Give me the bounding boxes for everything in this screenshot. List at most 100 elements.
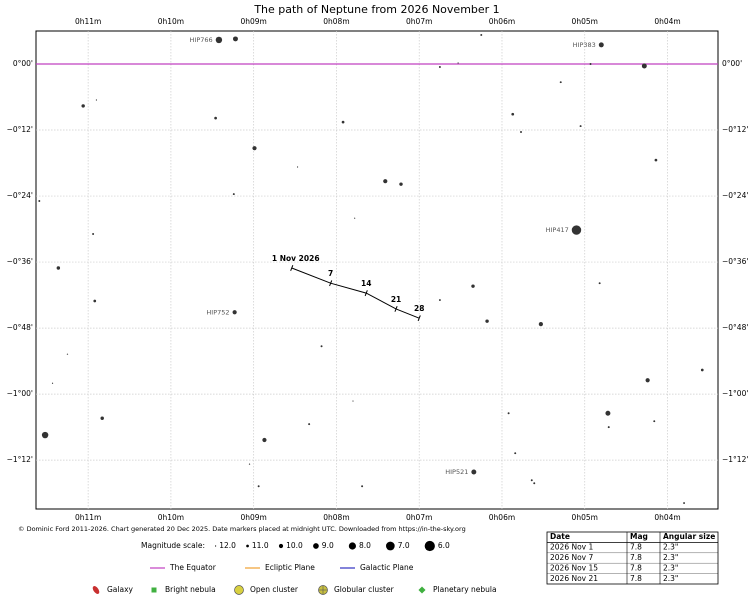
star	[262, 437, 267, 443]
magnitude-label: 11.0	[252, 541, 269, 550]
star	[571, 225, 582, 235]
star	[232, 36, 238, 42]
date-label: 14	[361, 279, 371, 288]
star-label: HIP521	[445, 468, 468, 476]
star	[645, 378, 650, 383]
star	[457, 62, 459, 64]
table-cell: 2026 Nov 1	[550, 543, 593, 552]
star	[232, 310, 237, 315]
y-tick-label: −0°36'	[722, 257, 748, 266]
star	[81, 104, 85, 108]
table-cell: 2026 Nov 21	[550, 574, 598, 583]
table-cell: 2026 Nov 15	[550, 563, 598, 572]
star	[56, 266, 61, 270]
star	[248, 463, 251, 465]
y-tick-label: −1°12'	[7, 455, 33, 464]
table-cell: 7.8	[630, 563, 642, 572]
star	[438, 299, 441, 302]
planet-path	[291, 267, 420, 319]
plot-frame	[35, 30, 719, 510]
star	[598, 282, 601, 285]
date-label: 1 Nov 2026	[272, 254, 320, 263]
star	[252, 146, 257, 151]
y-tick-label: −0°48'	[7, 323, 33, 332]
star	[559, 81, 562, 84]
star	[471, 469, 477, 475]
x-tick-label: 0h10m	[158, 513, 184, 522]
star	[383, 179, 388, 184]
y-tick-label: −0°36'	[7, 257, 33, 266]
chart-title: The path of Neptune from 2026 November 1	[253, 3, 499, 16]
x-tick-label: 0h09m	[240, 17, 266, 26]
star	[605, 410, 611, 416]
star	[511, 112, 515, 116]
x-tick-label: 0h08m	[323, 513, 349, 522]
legend-icon	[151, 587, 157, 593]
legend-label: Galaxy	[107, 585, 134, 594]
y-tick-label: −0°12'	[7, 125, 33, 134]
legend-label: Planetary nebula	[433, 585, 497, 594]
magnitude-label: 12.0	[219, 541, 236, 550]
star	[361, 485, 364, 488]
star	[93, 299, 97, 303]
table-cell: 7.8	[630, 543, 642, 552]
x-tick-label: 0h06m	[489, 513, 515, 522]
star-label: HIP752	[206, 308, 229, 316]
star	[700, 368, 704, 372]
star	[530, 479, 533, 482]
magnitude-dot	[278, 543, 284, 549]
magnitude-dot	[348, 542, 356, 550]
x-tick-label: 0h10m	[158, 17, 184, 26]
star	[308, 423, 311, 426]
star	[354, 217, 356, 219]
date-marker	[364, 290, 368, 297]
star	[257, 485, 260, 488]
magnitude-dot	[313, 543, 319, 549]
x-tick-label: 0h04m	[654, 17, 680, 26]
star	[95, 99, 98, 101]
star	[51, 382, 54, 384]
star	[438, 66, 441, 68]
magnitude-dot	[246, 544, 249, 548]
date-marker	[329, 280, 333, 287]
table-cell: 2.3"	[663, 543, 678, 552]
table-header: Mag	[630, 532, 648, 541]
star	[341, 120, 345, 124]
magnitude-dot	[386, 541, 395, 551]
legend-label: Galactic Plane	[360, 563, 414, 572]
star	[92, 233, 95, 235]
y-tick-label: −0°48'	[722, 323, 748, 332]
table-cell: 7.8	[630, 553, 642, 562]
date-marker	[394, 305, 398, 312]
table-cell: 7.8	[630, 574, 642, 583]
y-tick-label: 0°00'	[722, 59, 742, 68]
star	[471, 284, 475, 288]
star	[598, 42, 604, 48]
y-tick-label: −1°00'	[7, 389, 33, 398]
magnitude-dot	[215, 545, 217, 547]
x-tick-label: 0h05m	[572, 17, 598, 26]
star-label: HIP417	[546, 226, 569, 234]
legend-label: Globular cluster	[334, 585, 395, 594]
magnitude-dot	[424, 540, 435, 552]
legend-label: Ecliptic Plane	[265, 563, 315, 572]
star	[589, 63, 592, 65]
star	[654, 158, 658, 162]
star	[399, 182, 403, 186]
legend-icon	[234, 585, 244, 595]
star	[296, 166, 299, 168]
star	[232, 193, 235, 196]
x-tick-label: 0h07m	[406, 17, 432, 26]
table-cell: 2.3"	[663, 574, 678, 583]
star	[38, 200, 41, 202]
x-tick-label: 0h06m	[489, 17, 515, 26]
star-label: HIP383	[573, 41, 596, 49]
star	[683, 502, 686, 505]
date-label: 21	[391, 295, 401, 304]
table-header: Date	[550, 532, 570, 541]
star	[520, 131, 522, 133]
legend-label: Bright nebula	[165, 585, 216, 594]
magnitude-label: 7.0	[398, 541, 410, 550]
table-cell: 2026 Nov 7	[550, 553, 593, 562]
